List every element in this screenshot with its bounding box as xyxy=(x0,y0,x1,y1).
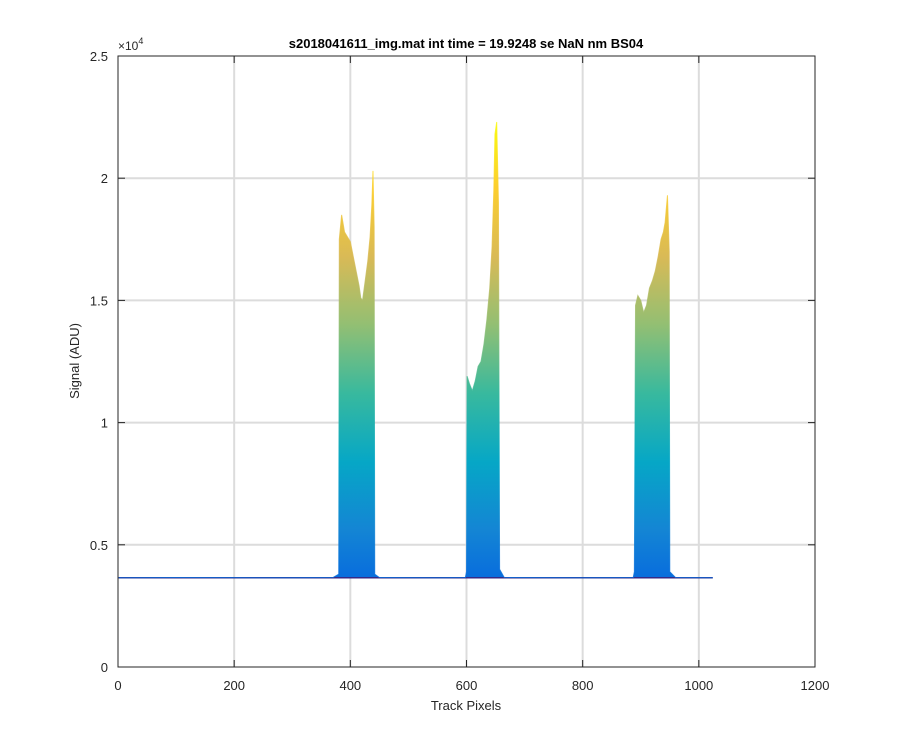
x-tick-label: 0 xyxy=(114,678,121,693)
signal-envelope xyxy=(118,121,713,579)
y-tick-label: 2 xyxy=(101,171,108,186)
ticks: 0 200 400 600 800 1000 1200 0 0.5 1 1.5 2 2.5 xyxy=(90,49,830,693)
signal-area xyxy=(118,121,713,578)
y-tick-label: 1.5 xyxy=(90,293,108,308)
y-exponent-label: ×104 xyxy=(118,36,143,53)
y-tick-label: 0 xyxy=(101,660,108,675)
x-tick-label: 1200 xyxy=(801,678,830,693)
y-tick-label: 0.5 xyxy=(90,538,108,553)
y-tick-label: 1 xyxy=(101,416,108,431)
x-tick-label: 1000 xyxy=(684,678,713,693)
x-tick-label: 600 xyxy=(456,678,478,693)
y-tick-label: 2.5 xyxy=(90,49,108,64)
x-tick-label: 200 xyxy=(223,678,245,693)
y-axis-label: Signal (ADU) xyxy=(67,323,82,399)
x-tick-label: 800 xyxy=(572,678,594,693)
x-axis-label: Track Pixels xyxy=(431,698,502,713)
chart-title: s2018041611_img.mat int time = 19.9248 s… xyxy=(289,36,644,51)
x-tick-label: 400 xyxy=(339,678,361,693)
data-layer xyxy=(118,121,713,579)
